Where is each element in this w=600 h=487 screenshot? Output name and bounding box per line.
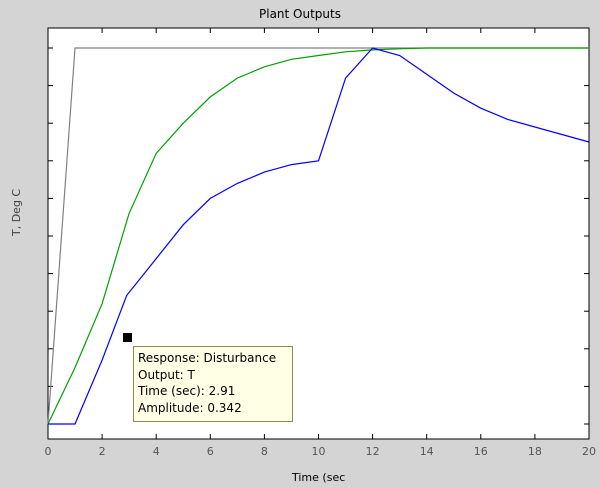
- x-tick-label: 4: [153, 445, 160, 458]
- datatip-marker[interactable]: [123, 333, 132, 342]
- datatip-amplitude: Amplitude: 0.342: [138, 400, 242, 415]
- series-line-1[interactable]: [47, 47, 589, 425]
- datatip[interactable]: Response: Disturbance Output: T Time (se…: [133, 346, 293, 422]
- x-tick-label: 2: [99, 445, 106, 458]
- x-tick-label: 6: [207, 445, 214, 458]
- tick-group: 0 2 4 6 8 10 12 14 16 18 20: [45, 28, 596, 458]
- series-group: [47, 47, 590, 425]
- x-tick-label: 20: [582, 445, 596, 458]
- x-tick-label: 0: [45, 445, 52, 458]
- x-tick-label: 8: [261, 445, 268, 458]
- x-tick-label: 16: [474, 445, 488, 458]
- x-tick-label: 18: [528, 445, 542, 458]
- x-axis-label: Time (sec: [292, 471, 346, 484]
- chart-title: Plant Outputs: [259, 7, 341, 21]
- x-tick-label: 14: [420, 445, 434, 458]
- datatip-response: Response: Disturbance: [138, 351, 277, 365]
- datatip-output: Output: T: [138, 367, 195, 382]
- x-tick-label: 10: [312, 445, 326, 458]
- x-tick-label: 12: [366, 445, 380, 458]
- datatip-time: Time (sec): 2.91: [138, 384, 236, 398]
- y-axis-label: T, Deg C: [10, 188, 23, 236]
- series-line-2[interactable]: [48, 47, 590, 425]
- axes-box: [47, 27, 590, 440]
